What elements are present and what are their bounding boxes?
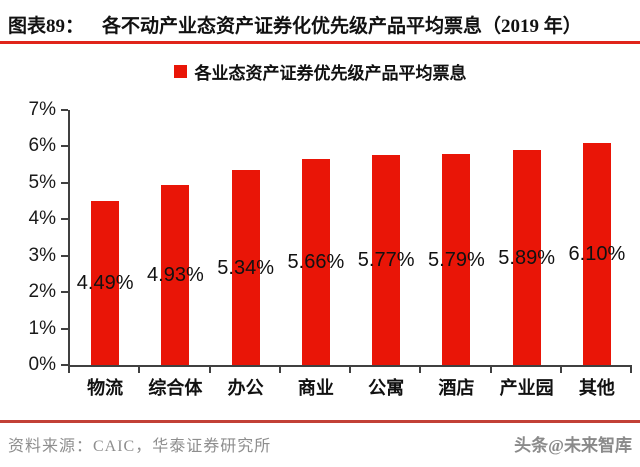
bar-办公: [231, 170, 260, 365]
legend-marker-icon: [173, 64, 187, 78]
bar-综合体: [161, 185, 190, 365]
title-underline-rule: [0, 41, 640, 44]
chart-legend: 各业态资产证券优先级产品平均票息: [0, 60, 640, 83]
x-axis-category-label: 商业: [297, 378, 334, 398]
x-axis-line: [68, 365, 632, 367]
bar-value-label: 5.34%: [217, 256, 274, 279]
bar-value-label: 6.10%: [568, 242, 626, 265]
y-axis-tick: [61, 254, 68, 257]
x-axis-category-label: 产业园: [499, 378, 554, 398]
bar-value-label: 5.89%: [498, 246, 555, 269]
y-axis-tick: [61, 181, 68, 184]
y-axis-tick-label: 2%: [28, 281, 56, 303]
x-axis-category-label: 办公: [227, 378, 264, 398]
x-axis-category-label: 公寓: [368, 378, 405, 398]
bar-value-label: 5.66%: [287, 250, 345, 273]
x-axis-tick: [630, 367, 632, 373]
x-axis-tick: [419, 367, 422, 373]
y-axis-tick-label: 1%: [28, 317, 56, 339]
x-axis-tick: [349, 367, 351, 373]
x-axis-category-label: 物流: [87, 378, 124, 398]
y-axis-tick: [61, 218, 68, 221]
y-axis-tick-label: 6%: [28, 135, 56, 157]
figure-title-text: 各不动产业态资产证券化优先级产品平均票息（2019 年）: [102, 16, 582, 37]
x-axis-tick: [68, 367, 70, 373]
bar-value-label: 4.49%: [76, 272, 134, 295]
source-note: 资料来源：CAIC，华泰证券研究所: [8, 438, 272, 455]
bar-value-label: 5.77%: [357, 248, 415, 271]
x-axis-category-label: 综合体: [148, 378, 203, 398]
x-axis-tick: [489, 367, 492, 373]
y-axis-tick-label: 3%: [28, 244, 56, 266]
y-axis-tick-label: 0%: [28, 354, 56, 375]
x-axis-tick: [559, 367, 562, 373]
x-axis-category-label: 酒店: [438, 378, 475, 398]
bar-物流: [91, 201, 120, 365]
x-axis-category-label: 其他: [578, 378, 615, 398]
y-axis-tick: [61, 109, 68, 111]
y-axis-tick: [61, 145, 68, 148]
x-axis-tick: [208, 367, 211, 373]
y-axis-tick: [61, 327, 68, 330]
bar-value-label: 4.93%: [147, 264, 204, 287]
figure-title: 图表89： 各不动产业态资产证券化优先级产品平均票息（2019 年）: [8, 11, 636, 38]
x-axis-tick: [278, 367, 281, 373]
bar-酒店: [442, 154, 471, 365]
x-axis-tick: [138, 367, 141, 373]
bar-公寓: [372, 154, 401, 365]
y-axis-tick-label: 7%: [28, 99, 56, 120]
bar-其他: [582, 142, 611, 365]
y-axis-tick-label: 5%: [28, 171, 56, 193]
y-axis-tick: [61, 364, 68, 366]
watermark: 头条@未来智库: [514, 436, 632, 455]
y-axis-line: [68, 110, 70, 365]
figure-number-label: 图表89：: [8, 16, 85, 37]
bar-value-label: 5.79%: [428, 248, 485, 271]
footer-divider-rule: [0, 420, 640, 423]
legend-label: 各业态资产证券优先级产品平均票息: [194, 63, 467, 83]
bar-商业: [301, 158, 330, 365]
bar-产业园: [512, 150, 541, 365]
y-axis-tick-label: 4%: [28, 208, 56, 230]
y-axis-tick: [61, 291, 68, 294]
